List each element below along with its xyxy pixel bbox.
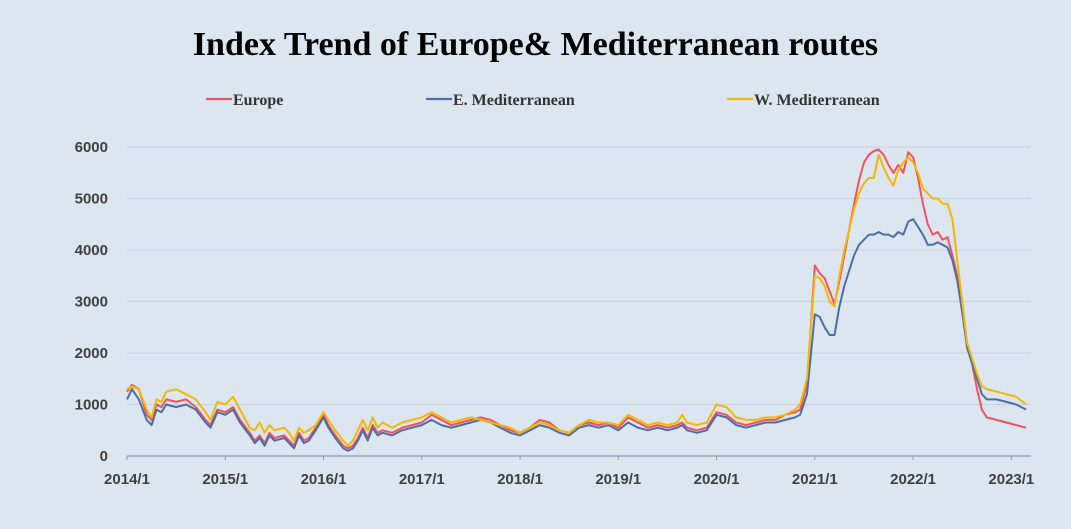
grid-layer xyxy=(127,146,1031,405)
legend-label: Europe xyxy=(233,92,283,109)
x-tick-label: 2016/1 xyxy=(301,471,347,488)
x-tick-label: 2021/1 xyxy=(792,471,838,488)
series-line-3 xyxy=(126,153,1027,447)
x-tick-label: 2018/1 xyxy=(497,471,543,488)
x-tick-label: 2017/1 xyxy=(399,471,445,488)
chart-title: Index Trend of Europe& Mediterranean rou… xyxy=(192,26,879,63)
x-tick-label: 2023/1 xyxy=(988,471,1034,488)
y-tick-label: 0 xyxy=(100,448,108,465)
x-tick-label: 2022/1 xyxy=(890,471,936,488)
y-tick-label: 3000 xyxy=(75,294,108,311)
x-tick-label: 2019/1 xyxy=(595,471,641,488)
x-tick-label: 2014/1 xyxy=(104,471,150,488)
y-tick-label: 6000 xyxy=(75,139,108,156)
series-layer xyxy=(126,148,1027,452)
y-tick-label: 4000 xyxy=(75,242,108,259)
y-tick-label: 2000 xyxy=(75,345,108,362)
legend-label: W. Mediterranean xyxy=(754,92,880,109)
x-tick-label: 2015/1 xyxy=(202,471,248,488)
legend: Europe E. Mediterranean W. Mediterranean xyxy=(206,92,880,109)
axis-layer: 0 1000 2000 3000 4000 5000 6000 2014/1 2015/1 201… xyxy=(75,139,1035,488)
y-tick-label: 1000 xyxy=(75,397,108,414)
series-line-1 xyxy=(126,148,1027,450)
legend-label: E. Mediterranean xyxy=(453,92,575,109)
series-line-2 xyxy=(126,218,1027,452)
y-tick-label: 5000 xyxy=(75,191,108,208)
x-tick-label: 2020/1 xyxy=(694,471,740,488)
